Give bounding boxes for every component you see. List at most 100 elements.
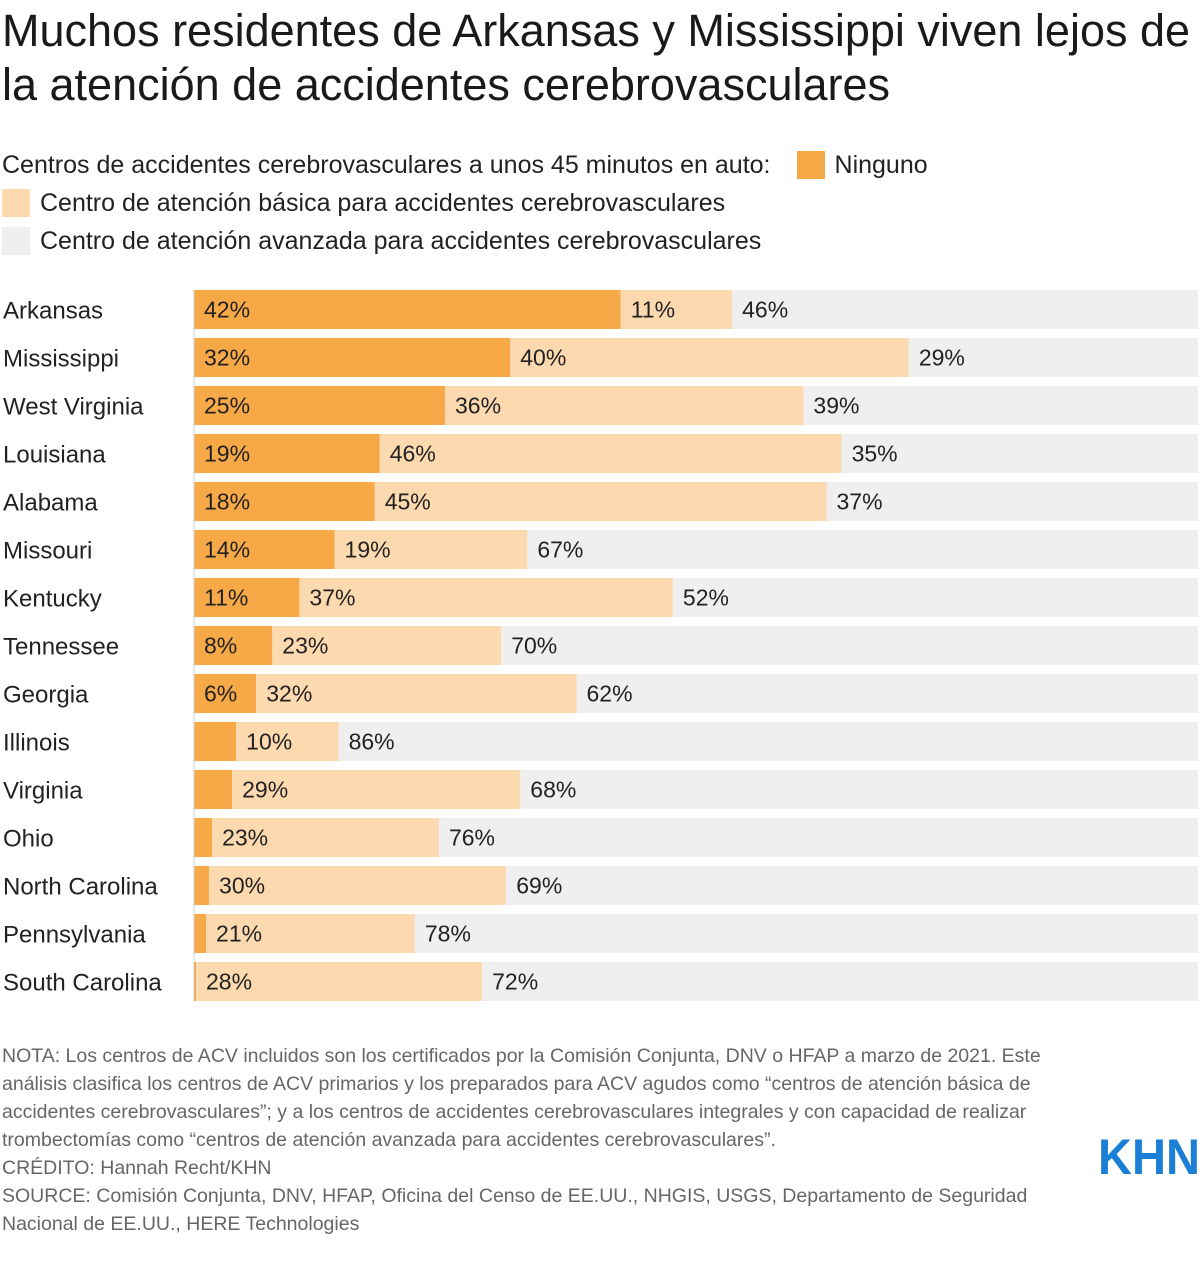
- value-label-advanced-alabama: 37%: [837, 489, 883, 515]
- bar-none-louisiana: [194, 434, 380, 473]
- bar-none-pennsylvania: [194, 914, 207, 953]
- legend-label-basic: Centro de atención básica para accidente…: [40, 189, 726, 217]
- bar-basic-mississippi: [510, 338, 909, 377]
- value-label-basic-pennsylvania: 21%: [216, 921, 262, 947]
- khn-logo: KHN: [1098, 1129, 1200, 1180]
- bar-advanced-kentucky: [672, 578, 1198, 617]
- legend-swatch-advanced: [2, 227, 30, 255]
- value-label-basic-kentucky: 37%: [309, 585, 355, 611]
- bar-none-arkansas: [194, 290, 621, 329]
- bar-basic-ohio: [212, 818, 439, 857]
- bar-advanced-mississippi: [908, 338, 1198, 377]
- state-label-north-carolina: North Carolina: [3, 874, 158, 901]
- bar-basic-west-virginia: [445, 386, 804, 425]
- state-label-kentucky: Kentucky: [3, 586, 102, 613]
- bar-none-ohio: [194, 818, 213, 857]
- state-label-west-virginia: West Virginia: [3, 394, 144, 421]
- legend-row-2: Centro de atención básica para accidente…: [2, 184, 1192, 222]
- bar-advanced-south-carolina: [482, 962, 1198, 1001]
- bar-basic-georgia: [256, 674, 577, 713]
- bar-none-mississippi: [194, 338, 511, 377]
- bar-basic-tennessee: [272, 626, 502, 665]
- footnotes: NOTA: Los centros de ACV incluidos son l…: [2, 1042, 1072, 1238]
- bar-none-illinois: [194, 722, 237, 761]
- value-label-advanced-south-carolina: 72%: [492, 969, 538, 995]
- value-label-none-mississippi: 32%: [204, 345, 250, 371]
- bar-none-south-carolina: [194, 962, 197, 1001]
- state-label-south-carolina: South Carolina: [3, 970, 162, 997]
- state-label-missouri: Missouri: [3, 538, 92, 565]
- value-label-advanced-west-virginia: 39%: [813, 393, 859, 419]
- legend: Centros de accidentes cerebrovasculares …: [2, 146, 1192, 260]
- value-label-basic-missouri: 19%: [345, 537, 391, 563]
- legend-row-3: Centro de atención avanzada para acciden…: [2, 222, 1192, 260]
- value-label-basic-south-carolina: 28%: [206, 969, 252, 995]
- bar-basic-arkansas: [620, 290, 733, 329]
- value-label-basic-west-virginia: 36%: [455, 393, 501, 419]
- legend-label-none: Ninguno: [834, 151, 928, 179]
- legend-swatch-none: [796, 151, 825, 179]
- value-label-advanced-virginia: 68%: [530, 777, 576, 803]
- value-label-basic-arkansas: 11%: [631, 297, 675, 323]
- value-label-basic-ohio: 23%: [222, 825, 268, 851]
- state-label-tennessee: Tennessee: [3, 634, 119, 661]
- value-label-advanced-north-carolina: 69%: [516, 873, 562, 899]
- state-label-pennsylvania: Pennsylvania: [3, 922, 146, 949]
- value-label-basic-louisiana: 46%: [390, 441, 436, 467]
- value-label-basic-virginia: 29%: [242, 777, 288, 803]
- value-label-basic-illinois: 10%: [246, 729, 292, 755]
- bar-basic-louisiana: [379, 434, 842, 473]
- bar-advanced-missouri: [527, 530, 1198, 569]
- value-label-none-arkansas: 42%: [204, 297, 250, 323]
- value-label-basic-georgia: 32%: [266, 681, 312, 707]
- bar-none-missouri: [194, 530, 335, 569]
- bar-advanced-louisiana: [841, 434, 1198, 473]
- bar-basic-illinois: [236, 722, 339, 761]
- bar-basic-south-carolina: [196, 962, 483, 1001]
- stacked-bar-chart: Arkansas 42% 11% 46% Mississippi 32% 40% 29% Wes…: [3, 290, 1198, 1001]
- bar-advanced-alabama: [826, 482, 1198, 521]
- state-label-virginia: Virginia: [3, 778, 83, 805]
- bar-advanced-tennessee: [501, 626, 1198, 665]
- value-label-advanced-arkansas: 46%: [742, 297, 788, 323]
- bar-basic-virginia: [232, 770, 521, 809]
- state-label-ohio: Ohio: [3, 826, 54, 853]
- bar-advanced-arkansas: [732, 290, 1198, 329]
- value-label-advanced-pennsylvania: 78%: [425, 921, 471, 947]
- value-label-advanced-missouri: 67%: [537, 537, 583, 563]
- bar-advanced-west-virginia: [803, 386, 1198, 425]
- value-label-basic-north-carolina: 30%: [219, 873, 265, 899]
- chart-title: Muchos residentes de Arkansas y Mississi…: [2, 5, 1191, 110]
- khn-logo-text: KHN: [1098, 1129, 1200, 1180]
- bar-basic-kentucky: [299, 578, 673, 617]
- state-label-georgia: Georgia: [3, 682, 89, 709]
- value-label-none-missouri: 14%: [204, 537, 250, 563]
- bar-advanced-north-carolina: [506, 866, 1198, 905]
- bar-none-west-virginia: [194, 386, 445, 425]
- bar-advanced-pennsylvania: [414, 914, 1198, 953]
- state-label-alabama: Alabama: [3, 490, 98, 517]
- value-label-advanced-ohio: 76%: [449, 825, 495, 851]
- note-text: NOTA: Los centros de ACV incluidos son l…: [2, 1045, 1041, 1151]
- value-label-basic-alabama: 45%: [385, 489, 431, 515]
- value-label-none-louisiana: 19%: [204, 441, 250, 467]
- credit-text: CRÉDITO: Hannah Recht/KHN: [2, 1157, 272, 1179]
- state-label-louisiana: Louisiana: [3, 442, 106, 469]
- bar-none-tennessee: [194, 626, 273, 665]
- legend-label-advanced: Centro de atención avanzada para acciden…: [40, 227, 762, 255]
- bar-none-alabama: [194, 482, 375, 521]
- value-label-none-kentucky: 11%: [204, 585, 248, 611]
- bar-none-kentucky: [194, 578, 300, 617]
- bar-basic-north-carolina: [209, 866, 507, 905]
- state-label-arkansas: Arkansas: [3, 298, 103, 325]
- value-label-none-georgia: 6%: [204, 681, 237, 707]
- bar-advanced-georgia: [576, 674, 1198, 713]
- value-label-advanced-illinois: 86%: [349, 729, 395, 755]
- value-label-basic-mississippi: 40%: [520, 345, 566, 371]
- bar-none-georgia: [194, 674, 257, 713]
- value-label-basic-tennessee: 23%: [282, 633, 328, 659]
- bar-none-virginia: [194, 770, 233, 809]
- bar-advanced-illinois: [338, 722, 1198, 761]
- value-label-advanced-tennessee: 70%: [511, 633, 557, 659]
- bar-advanced-virginia: [520, 770, 1198, 809]
